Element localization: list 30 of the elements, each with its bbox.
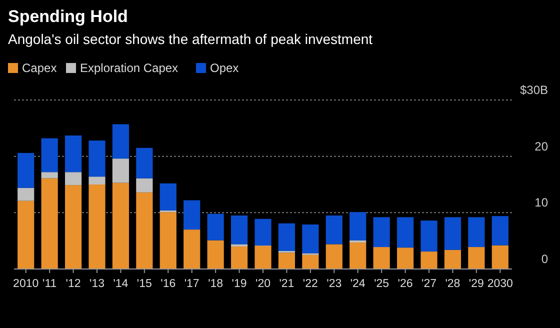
x-tick-label: '21: [279, 278, 294, 290]
x-tick-label: '18: [208, 278, 224, 290]
x-tick-label: '19: [232, 278, 247, 290]
y-tick-label: $30B: [520, 83, 548, 97]
chart-title: Spending Hold: [8, 7, 128, 26]
x-tick-label: '13: [90, 278, 104, 290]
x-tick-label: '15: [136, 278, 152, 290]
x-tick-label: '27: [422, 278, 436, 290]
legend-label: Opex: [210, 61, 239, 75]
y-tick-label: 10: [534, 196, 548, 210]
x-tick-label: '24: [350, 278, 366, 290]
legend-label: Exploration Capex: [80, 61, 178, 75]
x-tick-label: '28: [445, 278, 460, 290]
chart-subtitle: Angola's oil sector shows the aftermath of peak investment: [8, 31, 373, 47]
x-tick-label: '25: [374, 278, 390, 290]
x-tick-label: '26: [398, 278, 413, 290]
x-tick-label: '22: [302, 278, 318, 290]
x-tick-label: '29: [468, 278, 484, 290]
x-tick-label: '20: [256, 278, 270, 290]
x-tick-label: 2010: [13, 278, 39, 290]
y-tick-label: 0: [541, 252, 548, 266]
x-tick-label: '17: [184, 278, 200, 290]
x-tick-label: '16: [160, 278, 176, 290]
x-tick-label: 2030: [487, 278, 513, 290]
x-tick-label: '14: [113, 278, 129, 290]
x-tick-label: '23: [326, 278, 342, 290]
y-tick-label: 20: [534, 139, 548, 154]
x-tick-label: '12: [66, 278, 81, 290]
x-tick-label: '11: [42, 278, 57, 290]
legend-label: Capex: [22, 61, 57, 75]
